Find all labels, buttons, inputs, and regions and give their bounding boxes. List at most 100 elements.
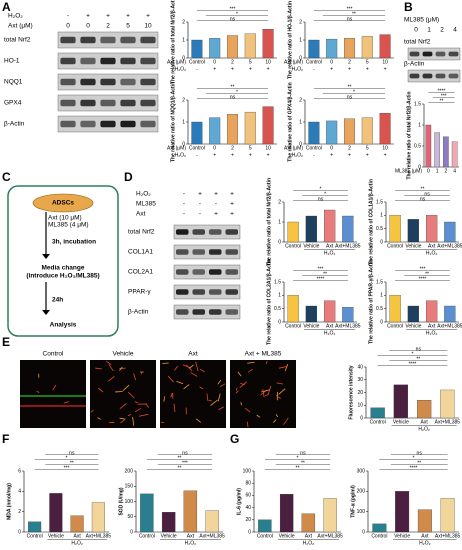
- flow-frame: [7, 185, 119, 337]
- blot-dose: 1: [427, 27, 431, 34]
- blot-row-label: COL2A1: [128, 269, 153, 276]
- blot-condition: Axt: [136, 211, 146, 218]
- y-tick-label: 300: [357, 468, 366, 474]
- blot-sign: +: [214, 211, 218, 218]
- blot-band: [140, 36, 156, 44]
- significance: *: [413, 455, 415, 461]
- blot-sign: +: [86, 13, 90, 20]
- bar: [389, 295, 401, 323]
- significance: *: [66, 455, 68, 461]
- sub-row-label: H₂O₂: [292, 66, 303, 72]
- y-axis-label: The relative ratio of total Nrf2/β-Actin: [406, 91, 412, 179]
- panel-label: A: [2, 0, 11, 14]
- blot-row-label: β-Actin: [404, 61, 425, 68]
- x-tick-label: Vehicle: [48, 533, 64, 539]
- bar: [209, 38, 221, 59]
- bar: [443, 136, 449, 168]
- blot-sign: +: [214, 191, 218, 198]
- x-tick-label: Vehicle: [303, 243, 319, 249]
- blot-condition: ML385 (μM): [404, 17, 439, 24]
- sub-row-value: +: [348, 66, 351, 72]
- cell-fiber: [195, 418, 202, 423]
- bar: [305, 305, 317, 323]
- bar: [323, 300, 336, 323]
- cell-fiber: [108, 376, 115, 382]
- x-tick-label: 10: [265, 59, 271, 65]
- x-tick-label: Control: [306, 59, 322, 65]
- blot-sign: -: [199, 211, 201, 218]
- cell-fiber: [108, 364, 114, 372]
- cell-fiber: [63, 401, 70, 404]
- blot-band: [208, 249, 222, 255]
- bar: [425, 124, 432, 168]
- cell-fiber: [199, 386, 204, 390]
- y-axis-label: TNF-α (pg/ml): [350, 485, 356, 518]
- category-label: ML385 (μM): [395, 168, 422, 174]
- cell-fiber: [239, 381, 247, 389]
- y-tick-label: 2: [182, 19, 185, 25]
- y-tick-label: 200: [125, 468, 134, 474]
- sub-row-value: -: [313, 66, 315, 72]
- cell-fiber: [272, 419, 277, 423]
- x-tick-label: Control: [285, 243, 301, 249]
- y-tick-label: 4: [18, 489, 21, 495]
- sub-row-value: +: [366, 152, 369, 158]
- blot-dose: 10: [144, 23, 152, 30]
- bar: [140, 493, 154, 533]
- significance: ***: [441, 93, 447, 99]
- micrograph: [90, 360, 156, 428]
- x-tick-label: 4: [453, 168, 456, 174]
- y-axis-label: The relative ratio of COL1A1/β-Actin: [368, 179, 374, 265]
- y-tick-label: 80: [245, 481, 251, 487]
- x-tick-label: 0: [330, 59, 333, 65]
- flow-arrowhead: [42, 310, 50, 315]
- image-label: Control: [43, 351, 65, 358]
- x-tick-label: Axt+ML385: [437, 243, 462, 249]
- blot-band: [225, 249, 239, 255]
- y-tick-label: 0: [362, 529, 365, 535]
- y-tick-label: 6: [18, 468, 21, 474]
- cell-fiber: [97, 387, 104, 393]
- y-tick-label: 0: [299, 55, 302, 61]
- bar: [440, 389, 455, 419]
- blot-band: [225, 309, 239, 315]
- x-tick-label: 0: [330, 145, 333, 151]
- sub-row-value: -: [313, 152, 315, 158]
- significance: ***: [318, 266, 324, 272]
- significance: ns: [182, 450, 188, 456]
- x-tick-label: Vehicle: [405, 243, 421, 249]
- blot-band: [140, 99, 156, 107]
- x-tick-label: Control: [189, 59, 205, 65]
- significance: ****: [419, 276, 427, 282]
- bar: [308, 39, 320, 59]
- cell-fiber: [176, 381, 184, 385]
- cell-fiber: [133, 373, 137, 380]
- cell-fiber: [174, 365, 178, 371]
- micrograph: [160, 360, 226, 428]
- blot-dose: 2: [106, 23, 110, 30]
- significance: ns: [347, 16, 353, 22]
- significance: **: [417, 460, 421, 466]
- y-tick-label: 0: [18, 529, 21, 535]
- cell-dish: [32, 193, 94, 213]
- bar: [425, 300, 438, 323]
- bar: [370, 407, 385, 419]
- cell-fiber: [247, 421, 249, 428]
- bar: [379, 113, 391, 145]
- y-tick-label: 0.5: [414, 143, 421, 149]
- bar: [344, 118, 355, 145]
- blot-band: [192, 229, 206, 235]
- flow-cells: ADSCs: [52, 200, 74, 207]
- x-tick-label: 10: [382, 59, 388, 65]
- bar: [183, 490, 198, 533]
- sub-row-value: +: [366, 66, 369, 72]
- cell-fiber: [210, 399, 218, 406]
- y-tick-label: 1: [418, 122, 421, 128]
- group-label: H₂O₂: [324, 250, 335, 256]
- cell-fiber: [248, 368, 253, 373]
- blot-row-label: HO-1: [4, 58, 20, 65]
- significance: **: [231, 84, 235, 90]
- significance: *: [324, 191, 326, 197]
- y-axis-label: Fluorescence intensity: [348, 365, 354, 419]
- y-tick-label: 60: [245, 493, 251, 499]
